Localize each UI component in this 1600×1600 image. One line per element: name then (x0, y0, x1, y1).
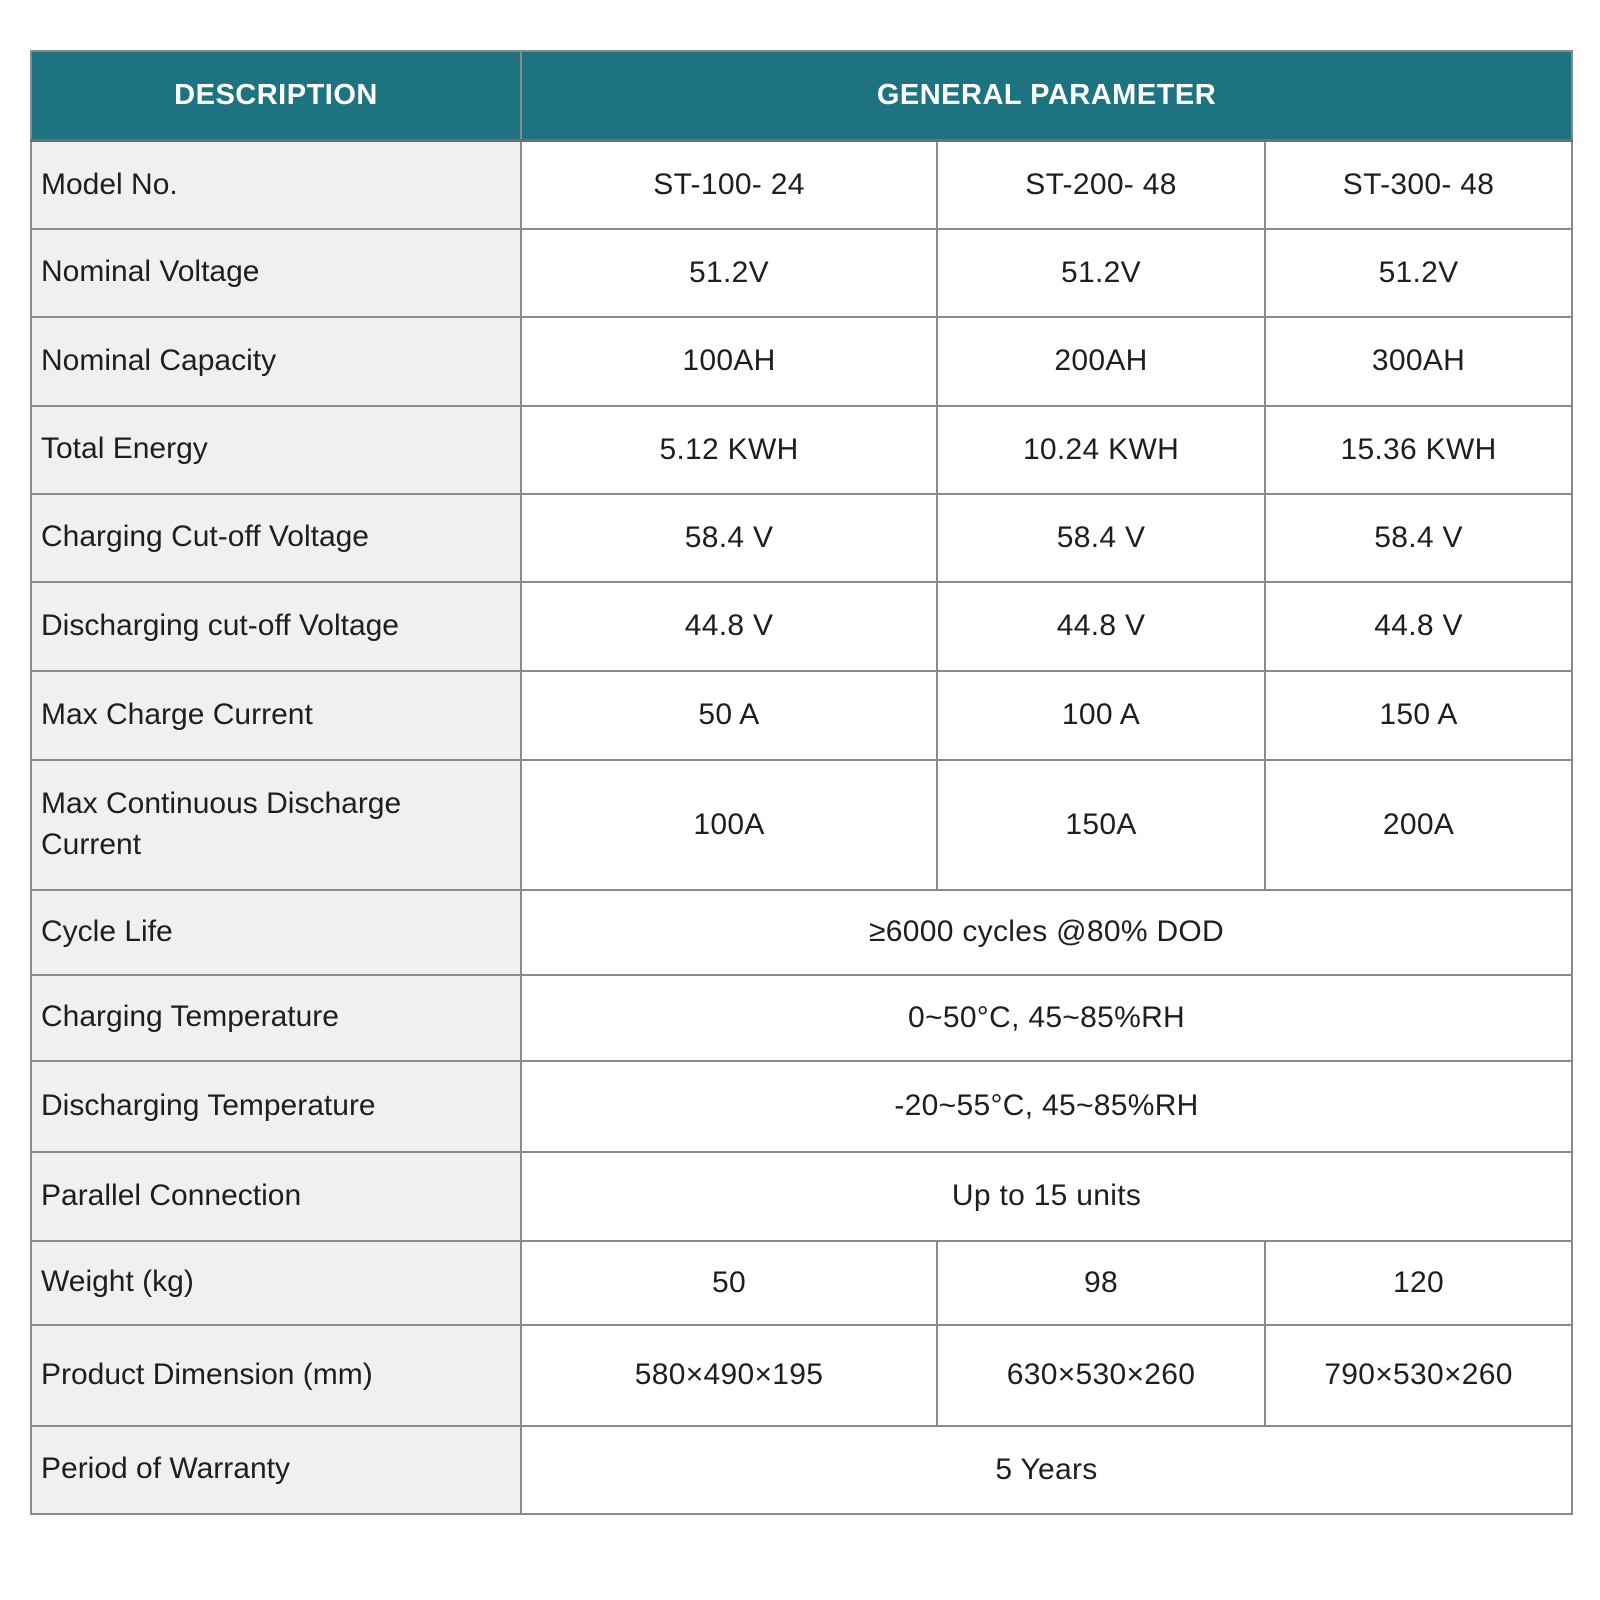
row-label-max-charge-current: Max Charge Current (30, 669, 522, 761)
table-row-max-charge-current: Max Charge Current 50 A 100 A 150 A (30, 669, 1574, 761)
table-row-charging-cutoff-voltage: Charging Cut-off Voltage 58.4 V 58.4 V 5… (30, 492, 1574, 583)
cell-value: 790×530×260 (1263, 1323, 1574, 1427)
table-row-discharging-cutoff-voltage: Discharging cut-off Voltage 44.8 V 44.8 … (30, 580, 1574, 672)
cell-value: 58.4 V (936, 492, 1266, 583)
cell-value: 51.2V (520, 227, 938, 318)
row-label-product-dimension: Product Dimension (mm) (30, 1323, 522, 1427)
cell-value: 98 (936, 1239, 1266, 1326)
cell-value: 44.8 V (520, 580, 938, 672)
cell-value-span: Up to 15 units (519, 1150, 1574, 1242)
table-row-total-energy: Total Energy 5.12 KWH 10.24 KWH 15.36 KW… (30, 404, 1574, 495)
table-row-cycle-life: Cycle Life ≥6000 cycles @80% DOD (30, 888, 1574, 976)
cell-value: ST-300- 48 (1263, 139, 1574, 230)
row-label-model-no: Model No. (30, 139, 522, 230)
row-label-discharging-temperature: Discharging Temperature (30, 1059, 522, 1153)
table-row-max-continuous-discharge-current: Max Continuous Discharge Current 100A 15… (30, 758, 1574, 891)
cell-value: 100 A (936, 669, 1266, 761)
cell-value: 150A (936, 758, 1266, 891)
table-row-nominal-capacity: Nominal Capacity 100AH 200AH 300AH (30, 315, 1574, 407)
cell-value: 51.2V (936, 227, 1266, 318)
cell-value: ST-200- 48 (936, 139, 1266, 230)
cell-value: 200AH (936, 315, 1266, 407)
description-header: DESCRIPTION (30, 50, 522, 142)
cell-value-span: -20~55°C, 45~85%RH (519, 1059, 1574, 1153)
table-row-charging-temperature: Charging Temperature 0~50°C, 45~85%RH (30, 973, 1574, 1062)
cell-value-span: 5 Years (519, 1424, 1574, 1515)
cell-value: 50 (520, 1239, 938, 1326)
cell-value: 50 A (520, 669, 938, 761)
cell-value: 120 (1263, 1239, 1574, 1326)
cell-value: 10.24 KWH (936, 404, 1266, 495)
cell-value: 5.12 KWH (520, 404, 938, 495)
cell-value: 630×530×260 (936, 1323, 1266, 1427)
row-label-nominal-capacity: Nominal Capacity (30, 315, 522, 407)
cell-value: 58.4 V (520, 492, 938, 583)
row-label-cycle-life: Cycle Life (30, 888, 522, 976)
cell-value: 58.4 V (1263, 492, 1574, 583)
cell-value: 44.8 V (936, 580, 1266, 672)
table-row-nominal-voltage: Nominal Voltage 51.2V 51.2V 51.2V (30, 227, 1574, 318)
table-row-weight: Weight (kg) 50 98 120 (30, 1239, 1574, 1326)
cell-value: 200A (1263, 758, 1574, 891)
row-label-period-of-warranty: Period of Warranty (30, 1424, 522, 1515)
table-row-parallel-connection: Parallel Connection Up to 15 units (30, 1150, 1574, 1242)
spec-table: DESCRIPTION GENERAL PARAMETER Model No. … (30, 50, 1574, 1515)
table-row-period-of-warranty: Period of Warranty 5 Years (30, 1424, 1574, 1515)
row-label-charging-cutoff-voltage: Charging Cut-off Voltage (30, 492, 522, 583)
table-row-discharging-temperature: Discharging Temperature -20~55°C, 45~85%… (30, 1059, 1574, 1153)
cell-value: 150 A (1263, 669, 1574, 761)
general-parameter-header: GENERAL PARAMETER (519, 50, 1574, 142)
cell-value: 15.36 KWH (1263, 404, 1574, 495)
row-label-discharging-cutoff-voltage: Discharging cut-off Voltage (30, 580, 522, 672)
cell-value: 100AH (520, 315, 938, 407)
row-label-total-energy: Total Energy (30, 404, 522, 495)
cell-value-span: 0~50°C, 45~85%RH (519, 973, 1574, 1062)
cell-value: 100A (520, 758, 938, 891)
table-row-model-no: Model No. ST-100- 24 ST-200- 48 ST-300- … (30, 139, 1574, 230)
row-label-parallel-connection: Parallel Connection (30, 1150, 522, 1242)
row-label-nominal-voltage: Nominal Voltage (30, 227, 522, 318)
row-label-charging-temperature: Charging Temperature (30, 973, 522, 1062)
cell-value: 44.8 V (1263, 580, 1574, 672)
cell-value: 51.2V (1263, 227, 1574, 318)
cell-value: 580×490×195 (520, 1323, 938, 1427)
header-row: DESCRIPTION GENERAL PARAMETER (30, 50, 1574, 142)
row-label-max-continuous-discharge-current: Max Continuous Discharge Current (30, 758, 522, 891)
cell-value: 300AH (1263, 315, 1574, 407)
table-row-product-dimension: Product Dimension (mm) 580×490×195 630×5… (30, 1323, 1574, 1427)
cell-value-span: ≥6000 cycles @80% DOD (519, 888, 1574, 976)
cell-value: ST-100- 24 (520, 139, 938, 230)
row-label-weight: Weight (kg) (30, 1239, 522, 1326)
